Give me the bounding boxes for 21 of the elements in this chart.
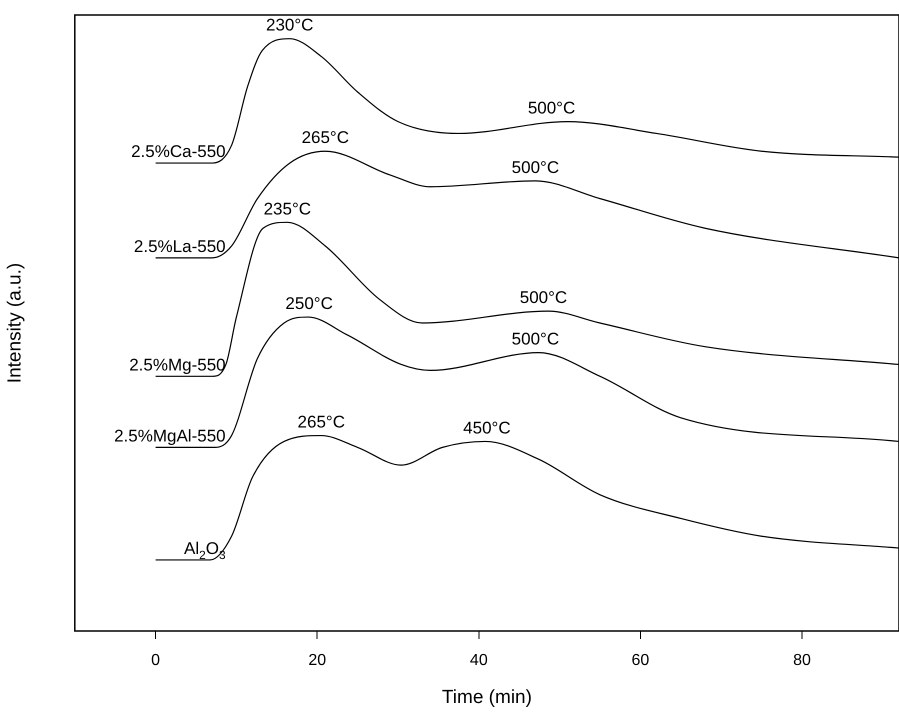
x-tick-label: 20 <box>308 652 326 670</box>
annotation: 235°C <box>264 199 312 218</box>
annotation: 450°C <box>463 418 511 438</box>
annotation: 265°C <box>298 412 345 432</box>
annotation: 500°C <box>528 98 576 118</box>
series-label: 2.5%MgAl-550 <box>114 426 226 446</box>
annotation: 500°C <box>512 158 560 177</box>
x-tick-label: 60 <box>632 652 650 670</box>
annotation: 500°C <box>512 330 560 349</box>
annotation: 500°C <box>520 288 568 308</box>
x-axis-title: Time (min) <box>442 686 532 708</box>
x-tick-label: 80 <box>793 652 812 670</box>
x-tick-label: 0 <box>151 652 160 670</box>
series-label: 2.5%Ca-550 <box>131 142 226 162</box>
series-label: 2.5%La-550 <box>134 236 226 256</box>
annotation: 250°C <box>285 294 333 314</box>
annotation: 265°C <box>302 128 350 148</box>
series-label: 2.5%Mg-550 <box>129 355 226 374</box>
y-axis-title: Intensity (a.u.) <box>4 262 26 384</box>
annotation: 230°C <box>266 16 314 35</box>
x-tick-label: 40 <box>470 652 488 670</box>
